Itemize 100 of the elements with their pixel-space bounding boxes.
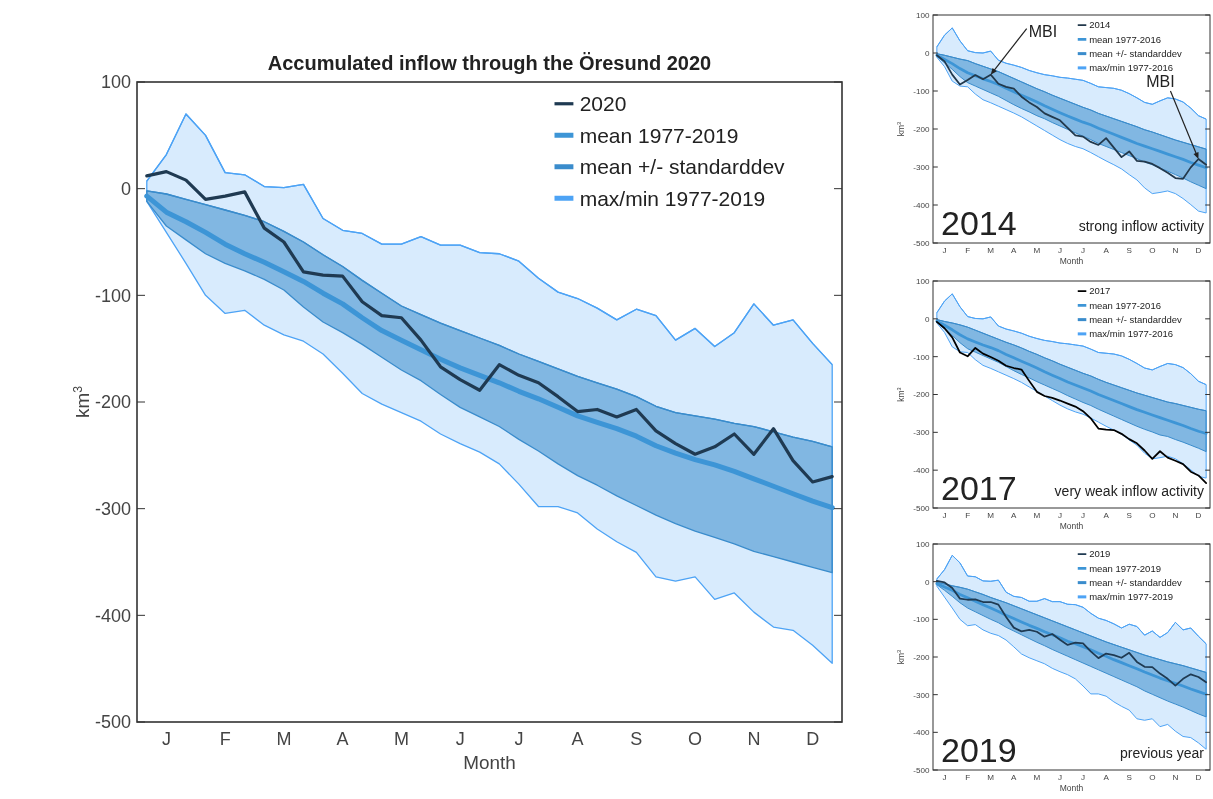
y-tick-label: -500 xyxy=(913,765,930,775)
x-tick-label: F xyxy=(965,511,971,521)
legend-label: 2014 xyxy=(1089,19,1111,31)
annotation: previous year xyxy=(1119,745,1205,761)
x-tick-label: O xyxy=(1149,511,1156,521)
y-tick-label: -200 xyxy=(94,392,131,413)
x-tick-label: M xyxy=(987,246,995,256)
y-tick-label: 100 xyxy=(915,539,930,549)
x-tick-label: N xyxy=(1172,773,1179,783)
x-tick-label: M xyxy=(987,511,995,521)
y-tick-label: -400 xyxy=(913,728,930,738)
x-tick-label: A xyxy=(1103,511,1110,521)
legend-label: 2017 xyxy=(1089,285,1111,297)
x-tick-label: J xyxy=(1081,773,1086,783)
x-tick-label: M xyxy=(1033,511,1041,521)
x-tick-label: J xyxy=(1081,246,1086,256)
x-axis-title: Month xyxy=(1059,256,1084,267)
y-tick-label: -300 xyxy=(913,428,930,438)
y-tick-label: -500 xyxy=(913,238,930,248)
y-tick-label: -200 xyxy=(913,652,930,662)
x-tick-label: A xyxy=(336,728,349,749)
legend-label: mean 1977-2019 xyxy=(579,123,739,147)
y-tick-label: -100 xyxy=(913,352,930,362)
x-tick-label: O xyxy=(688,728,703,749)
y-tick-label: -500 xyxy=(94,712,131,733)
y-tick-label: -300 xyxy=(913,162,930,172)
x-tick-label: A xyxy=(1011,773,1018,783)
x-tick-label: A xyxy=(1011,246,1018,256)
line-series xyxy=(936,27,1207,120)
y-tick-label: 100 xyxy=(915,276,930,286)
line-series xyxy=(146,190,833,448)
line-series xyxy=(936,293,1207,386)
x-tick-label: S xyxy=(1126,511,1133,521)
x-tick-label: J xyxy=(942,511,947,521)
x-tick-label: J xyxy=(942,773,947,783)
x-tick-label: D xyxy=(806,728,820,749)
y-tick-label: -400 xyxy=(94,605,131,626)
legend-label: max/min 1977-2019 xyxy=(579,186,766,210)
annotation: 2017 xyxy=(941,469,1017,507)
x-tick-label: D xyxy=(1195,773,1202,783)
y-tick-label: -500 xyxy=(913,503,930,513)
y-tick-label: -100 xyxy=(913,86,930,96)
x-tick-label: M xyxy=(987,773,995,783)
x-axis-title: Month xyxy=(463,751,516,773)
annotation: 2014 xyxy=(941,204,1017,242)
x-tick-label: S xyxy=(1126,773,1133,783)
x-tick-label: M xyxy=(276,728,292,749)
y-tick-label: 0 xyxy=(924,314,930,324)
x-tick-label: A xyxy=(571,728,584,749)
y-tick-label: -200 xyxy=(913,390,930,400)
x-tick-label: D xyxy=(1195,246,1202,256)
x-tick-label: A xyxy=(1103,246,1110,256)
y-tick-label: -300 xyxy=(913,690,930,700)
y-tick-label: 0 xyxy=(924,577,930,587)
x-tick-label: J xyxy=(455,728,465,749)
x-tick-label: J xyxy=(1057,246,1062,256)
y-tick-label: -400 xyxy=(913,466,930,475)
y-tick-label: -300 xyxy=(94,498,131,519)
legend-label: mean +/- standarddev xyxy=(1089,47,1183,59)
legend-label: mean 1977-2016 xyxy=(1089,33,1161,45)
y-tick-label: 100 xyxy=(915,10,930,20)
annotation: very weak inflow activity xyxy=(1054,483,1204,499)
x-tick-label: S xyxy=(630,728,643,749)
y-tick-label: 0 xyxy=(120,178,131,199)
x-tick-label: A xyxy=(1103,773,1110,783)
legend-label: max/min 1977-2016 xyxy=(1089,328,1174,340)
legend-label: 2020 xyxy=(579,92,627,116)
x-tick-label: D xyxy=(1195,511,1202,521)
x-tick-label: J xyxy=(1081,511,1086,521)
y-tick-label: 0 xyxy=(924,48,930,58)
annotation: 2019 xyxy=(941,731,1017,769)
y-tick-label: -400 xyxy=(913,200,930,210)
y-tick-label: -100 xyxy=(913,615,930,625)
annotation: strong inflow activity xyxy=(1078,218,1204,234)
legend-label: mean +/- standarddev xyxy=(579,155,786,179)
x-axis-title: Month xyxy=(1059,783,1084,794)
chart-title: Accumulated inflow through the Öresund 2020 xyxy=(267,52,712,74)
x-tick-label: J xyxy=(514,728,524,749)
legend-label: max/min 1977-2016 xyxy=(1089,62,1174,74)
x-tick-label: A xyxy=(1011,511,1018,521)
annotation: MBI xyxy=(1028,22,1058,40)
x-tick-label: F xyxy=(965,246,971,256)
y-tick-label: -200 xyxy=(913,124,930,134)
legend-label: max/min 1977-2019 xyxy=(1089,591,1174,603)
x-tick-label: N xyxy=(747,728,761,749)
y-tick-label: 100 xyxy=(100,72,131,93)
legend-label: mean 1977-2019 xyxy=(1089,562,1161,574)
x-tick-label: N xyxy=(1172,511,1179,521)
y-tick-label: -100 xyxy=(94,285,131,306)
line-series xyxy=(146,113,833,366)
x-tick-label: F xyxy=(219,728,231,749)
annotation: MBI xyxy=(1146,73,1175,91)
x-axis-title: Month xyxy=(1059,521,1084,532)
x-tick-label: J xyxy=(942,246,947,256)
x-tick-label: M xyxy=(1033,773,1041,783)
x-tick-label: F xyxy=(965,773,971,783)
legend-label: mean +/- standarddev xyxy=(1089,576,1183,588)
x-tick-label: M xyxy=(1033,246,1041,256)
legend-label: mean +/- standarddev xyxy=(1089,313,1183,325)
x-tick-label: M xyxy=(393,728,409,749)
